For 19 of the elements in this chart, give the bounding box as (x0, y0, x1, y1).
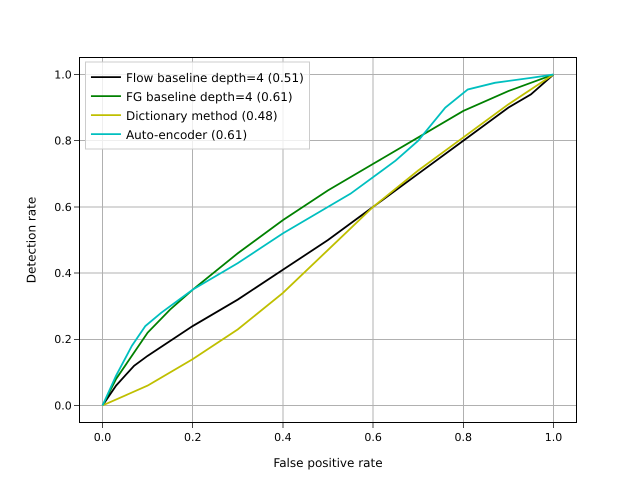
x-tick-label: 0.6 (364, 431, 382, 444)
y-tick-label: 0.4 (54, 266, 72, 280)
line-series (102, 74, 554, 406)
legend-label: Flow baseline depth=4 (0.51) (126, 70, 304, 85)
y-tick-label: 1.0 (54, 68, 72, 82)
x-tick-label: 1.0 (544, 431, 562, 444)
x-tick-label: 0.8 (454, 431, 472, 444)
y-tick-label: 0.2 (54, 333, 72, 346)
legend-label: Auto-encoder (0.61) (126, 128, 248, 142)
x-tick-label: 0.4 (274, 431, 292, 444)
x-tick-label: 0.0 (94, 431, 112, 444)
legend-label: FG baseline depth=4 (0.61) (126, 90, 293, 104)
y-tick-label: 0.8 (54, 134, 72, 148)
x-tick-label: 0.2 (184, 431, 202, 444)
y-tick-label: 0.0 (54, 399, 72, 412)
legend-label: Dictionary method (0.48) (126, 108, 278, 123)
y-axis-title: Detection rate (24, 196, 39, 284)
x-axis-title: False positive rate (273, 456, 383, 470)
y-tick-label: 0.6 (54, 200, 72, 214)
